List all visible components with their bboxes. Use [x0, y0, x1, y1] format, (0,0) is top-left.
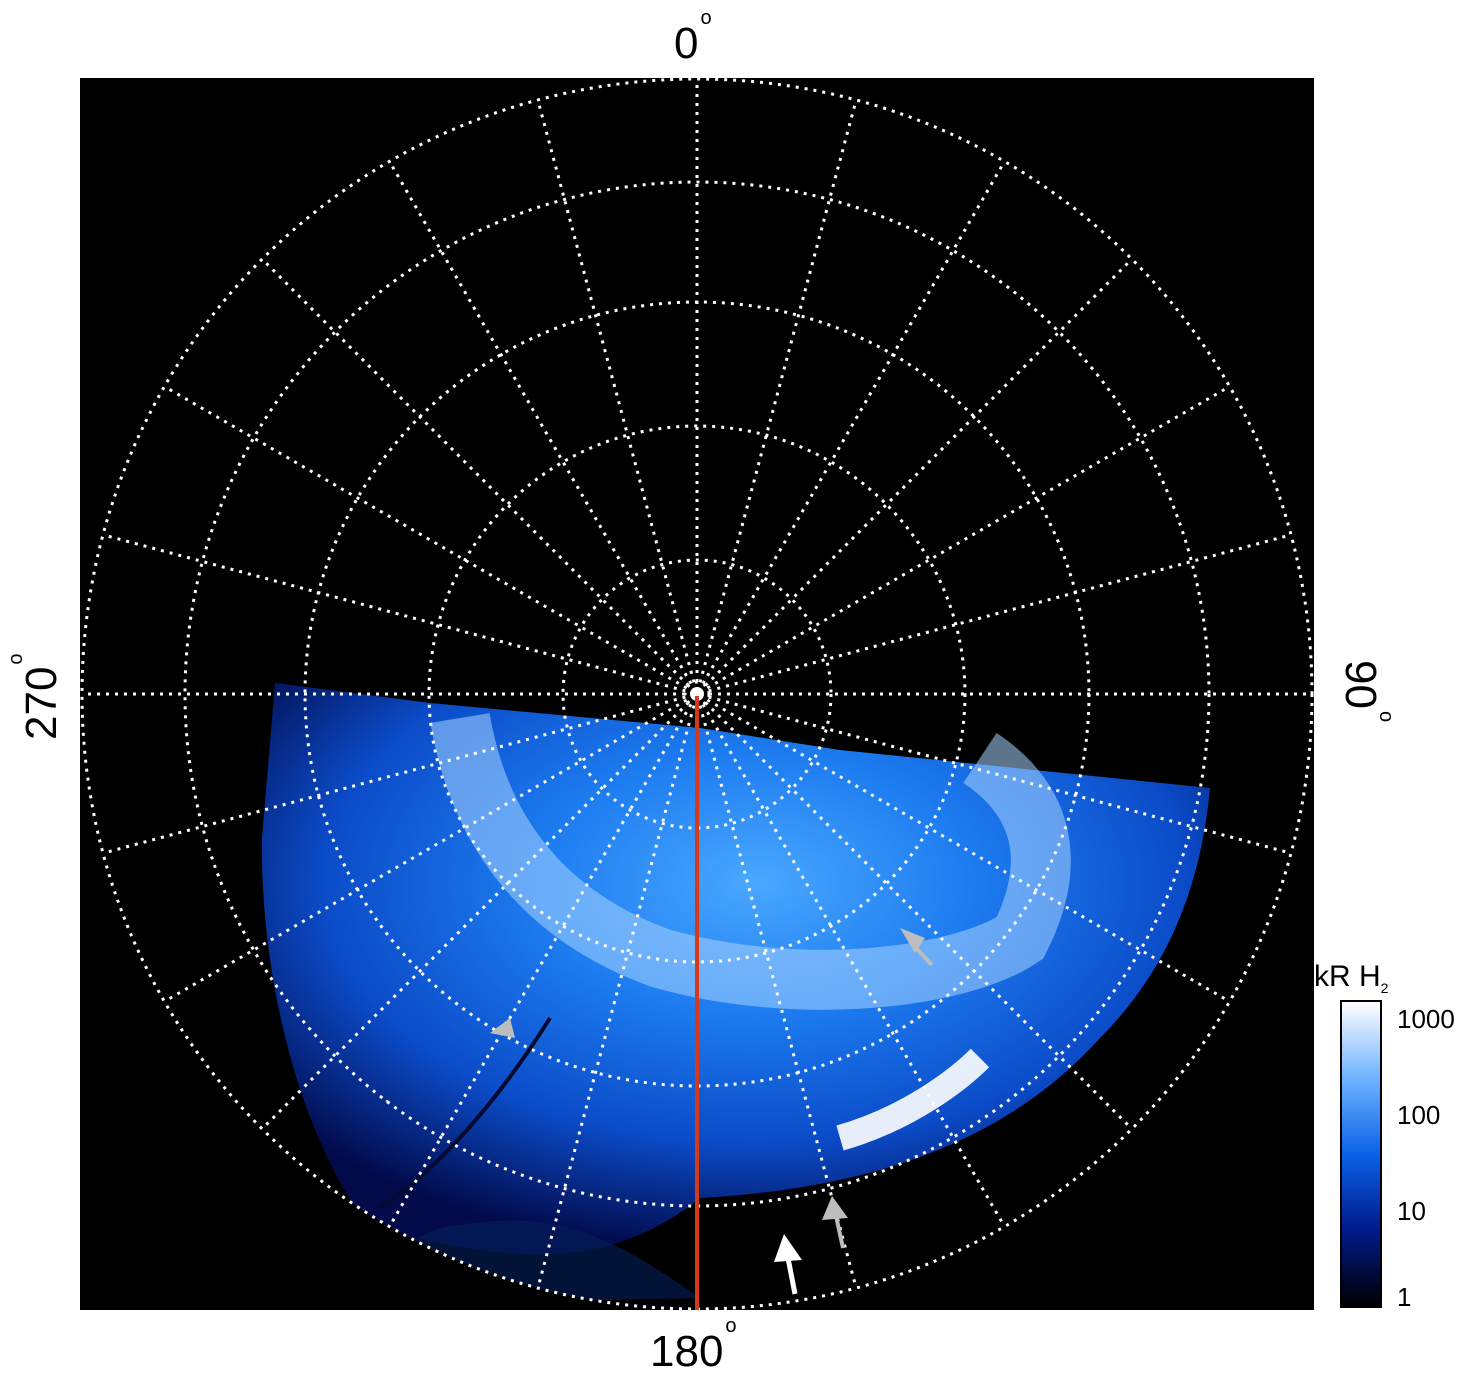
bright-arc	[836, 1048, 990, 1151]
colorbar-tick-10: 10	[1397, 1196, 1426, 1226]
dark-streak	[378, 1016, 552, 1210]
polar-projection-svg	[80, 77, 1314, 1311]
pole-marker	[690, 687, 704, 701]
longitude-line	[701, 703, 1006, 1228]
longitude-line	[163, 385, 688, 690]
longitude-line	[102, 533, 686, 693]
longitude-line	[704, 258, 1133, 687]
colorbar-tick-100: 100	[1397, 1100, 1441, 1130]
longitude-line	[708, 533, 1292, 693]
longitude-line	[261, 701, 690, 1130]
longitude-line	[704, 701, 1133, 1130]
colorbar-tick-1000: 1000	[1397, 1004, 1455, 1034]
longitude-line	[536, 705, 696, 1289]
longitude-line	[163, 698, 688, 1003]
longitude-line	[102, 695, 686, 855]
longitude-line	[701, 160, 1006, 685]
gray-arrow-upper-right	[900, 928, 934, 967]
longitude-line	[706, 385, 1231, 690]
gray-arrow-lower	[822, 1196, 848, 1249]
longitude-line	[698, 705, 858, 1289]
colorbar-tick-1: 1	[1397, 1282, 1412, 1312]
longitude-line	[388, 703, 693, 1228]
auroral-polar-image	[80, 77, 1314, 1311]
angle-label-0: 0o	[674, 7, 712, 68]
longitude-line	[261, 258, 690, 687]
white-arrow	[774, 1234, 802, 1295]
gray-arrow-left	[490, 1018, 515, 1038]
angle-label-270: 270o	[5, 653, 66, 740]
longitude-line	[706, 698, 1231, 1003]
colorbar-title: kR H2	[1314, 960, 1389, 996]
auroral-oval	[430, 712, 1071, 1010]
longitude-line	[536, 99, 696, 683]
angle-label-90: 90o	[1336, 660, 1397, 723]
angle-label-180: 180o	[650, 1315, 737, 1376]
longitude-line	[708, 695, 1292, 855]
longitude-line	[388, 160, 693, 685]
longitude-line	[698, 99, 858, 683]
colorbar	[1340, 1000, 1382, 1308]
